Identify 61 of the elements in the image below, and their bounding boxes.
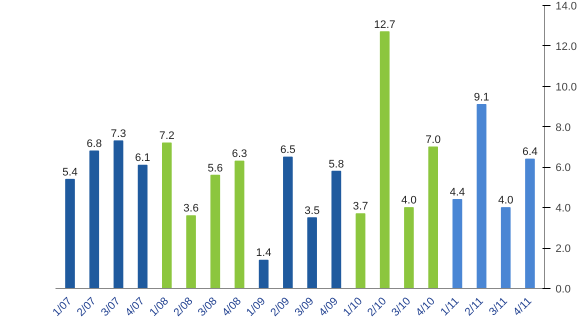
bar	[500, 207, 511, 288]
data-label: 5.4	[62, 166, 78, 178]
x-tick-label: 3/08	[196, 295, 220, 319]
data-label: 3.5	[304, 204, 320, 217]
bar	[114, 140, 124, 288]
data-label: 9.1	[474, 92, 490, 104]
bar	[138, 164, 148, 288]
data-label: 3.6	[183, 202, 199, 215]
bar	[65, 178, 75, 288]
data-label: 6.4	[522, 146, 538, 158]
bar	[89, 150, 100, 288]
data-label: 3.7	[352, 200, 368, 213]
y-tick-label: 2.0	[556, 243, 571, 256]
y-tick-label: 0.0	[556, 284, 571, 296]
y-tick-label: 14.0	[556, 0, 577, 12]
y-tick-label: 8.0	[556, 122, 571, 134]
bar	[162, 142, 172, 288]
data-label: 4.0	[401, 194, 417, 207]
data-label: 7.0	[426, 134, 441, 146]
x-tick-label: 1/08	[147, 295, 172, 319]
data-label: 1.4	[256, 247, 272, 260]
x-tick-label: 4/11	[511, 295, 534, 318]
y-tick-label: 10.0	[556, 81, 577, 94]
data-label: 5.8	[328, 158, 344, 170]
bar	[331, 170, 342, 288]
y-tick-label: 12.0	[556, 40, 577, 53]
x-tick-label: 4/10	[414, 295, 438, 319]
x-tick-label: 2/11	[462, 295, 486, 318]
data-label: 6.5	[280, 144, 296, 156]
bar	[525, 158, 535, 288]
bar	[356, 213, 366, 288]
bar	[283, 156, 293, 288]
x-tick-label: 4/09	[316, 295, 341, 319]
data-label: 6.3	[232, 148, 248, 160]
x-tick-label: 3/09	[292, 295, 316, 319]
data-label: 5.6	[208, 162, 223, 174]
data-label: 12.7	[374, 18, 396, 31]
bar	[476, 104, 486, 288]
y-tick-label: 6.0	[556, 162, 571, 174]
x-tick-label: 1/10	[341, 295, 365, 319]
bar	[210, 174, 220, 288]
bar	[404, 207, 414, 288]
data-label: 6.8	[86, 138, 102, 150]
x-tick-label: 4/08	[220, 295, 244, 319]
data-label: 6.1	[135, 152, 150, 164]
data-label: 4.0	[498, 194, 514, 207]
data-label: 7.3	[110, 128, 126, 140]
bar	[452, 199, 462, 288]
x-tick-label: 1/11	[438, 295, 462, 318]
bar	[234, 160, 244, 288]
x-tick-label: 3/11	[486, 295, 510, 318]
bar	[307, 217, 317, 288]
x-tick-label: 1/09	[244, 295, 268, 319]
bar	[428, 146, 438, 288]
y-tick-label: 4.0	[556, 202, 571, 215]
bar	[258, 260, 269, 288]
data-label: 7.2	[159, 130, 175, 142]
bar	[380, 31, 390, 288]
x-tick-label: 3/10	[390, 295, 414, 319]
bar	[186, 215, 196, 288]
data-label: 4.4	[450, 186, 466, 199]
